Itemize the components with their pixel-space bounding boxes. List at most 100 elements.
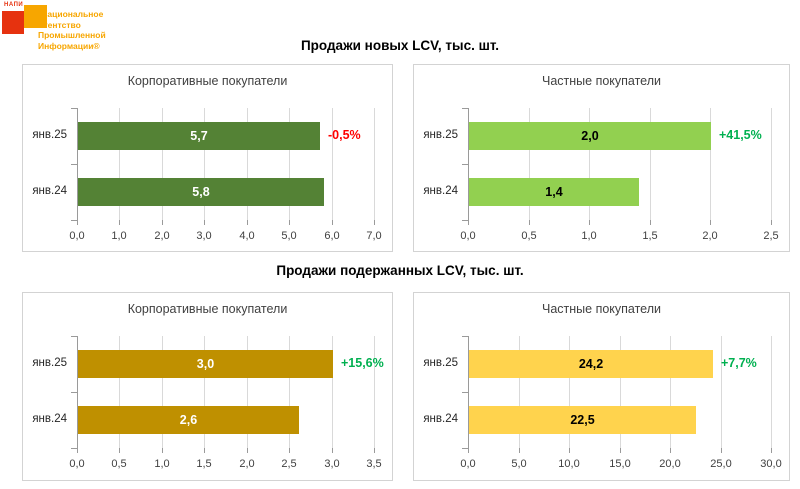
x-tick-label: 6,0 — [324, 230, 340, 242]
bar-value-label: 5,7 — [190, 129, 208, 143]
category-label: янв.24 — [423, 185, 458, 197]
category-label: янв.25 — [32, 357, 67, 369]
gridline — [247, 108, 248, 220]
x-axis-tick — [119, 220, 120, 225]
gridline — [650, 108, 651, 220]
chart-title: Частные покупатели — [542, 74, 661, 88]
chart-new-lcv-corporate: Корпоративные покупатели 0,0 1,0 2,0 3,0 4,0 5… — [22, 64, 393, 252]
y-axis-tick — [71, 108, 77, 109]
bar-янв.24: 22,5 — [469, 406, 696, 434]
bar-value-label: 2,6 — [179, 413, 198, 427]
x-axis-tick — [162, 448, 163, 453]
category-label: янв.24 — [32, 413, 67, 425]
x-tick-label: 1,5 — [642, 230, 658, 242]
x-tick-label: 3,5 — [366, 458, 382, 470]
x-axis-tick — [529, 220, 530, 225]
bar-янв.25: 2,0 — [469, 122, 711, 150]
gridline — [289, 336, 290, 448]
change-percent-label: +15,6% — [341, 356, 384, 370]
x-axis-tick — [332, 448, 333, 453]
x-tick-label: 0,5 — [521, 230, 537, 242]
bar-value-label: 2,0 — [581, 129, 599, 143]
category-label: янв.25 — [423, 129, 458, 141]
bar-value-label: 1,4 — [545, 185, 563, 199]
gridline — [670, 336, 671, 448]
x-axis-tick — [162, 220, 163, 225]
x-tick-label: 2,5 — [281, 458, 297, 470]
x-tick-label: 2,5 — [763, 230, 779, 242]
x-tick-label: 3,0 — [196, 230, 212, 242]
logo-line-2: Агентство — [38, 19, 81, 30]
gridline — [589, 108, 590, 220]
bar-value-label: 3,0 — [196, 357, 215, 371]
y-axis-tick — [462, 448, 468, 449]
x-axis-tick — [710, 220, 711, 225]
gridline — [529, 108, 530, 220]
y-axis-line — [77, 108, 78, 225]
x-tick-label: 5,0 — [281, 230, 297, 242]
x-axis-tick — [721, 448, 722, 453]
logo-line-4: Информации® — [38, 40, 100, 51]
napi-logo-red-square — [2, 11, 24, 34]
x-axis-tick — [289, 220, 290, 225]
x-axis-tick — [569, 448, 570, 453]
bar-янв.24: 5,8 — [78, 178, 324, 206]
chart-new-lcv-private: Частные покупатели 0,0 0,5 1,0 1,5 2,0 2,5 2,0 я… — [413, 64, 790, 252]
change-percent-label: -0,5% — [328, 128, 361, 142]
x-axis-tick — [289, 448, 290, 453]
gridline — [374, 108, 375, 220]
y-axis-line — [77, 336, 78, 453]
x-tick-label: 25,0 — [710, 458, 732, 470]
change-percent-label: +41,5% — [719, 128, 762, 142]
y-axis-tick — [71, 164, 77, 165]
y-axis-tick — [462, 336, 468, 337]
gridline — [721, 336, 722, 448]
bar-янв.24: 2,6 — [78, 406, 299, 434]
y-axis-line — [468, 336, 469, 453]
gridline — [519, 336, 520, 448]
logo-line-3: Промышленной — [38, 30, 106, 40]
x-tick-label: 0,5 — [111, 458, 127, 470]
napi-logo-text: Национальное Агентство Промышленной Инфо… — [38, 5, 106, 51]
x-tick-label: 2,0 — [239, 458, 255, 470]
x-tick-label: 4,0 — [239, 230, 255, 242]
x-tick-label: 3,0 — [324, 458, 340, 470]
x-tick-label: 10,0 — [558, 458, 580, 470]
x-tick-label: 1,0 — [111, 230, 127, 242]
y-axis-line — [468, 108, 469, 225]
gridline — [710, 108, 711, 220]
x-tick-label: 0,0 — [69, 230, 85, 242]
plot-area: 0,0 0,5 1,0 1,5 2,0 2,5 2,0 янв.25 +41,5% 1,4 янв.… — [423, 108, 779, 242]
x-tick-label: 15,0 — [609, 458, 631, 470]
x-axis-tick — [204, 220, 205, 225]
category-label: янв.25 — [32, 129, 67, 141]
x-axis-tick — [332, 220, 333, 225]
x-axis-tick — [670, 448, 671, 453]
gridline — [204, 336, 205, 448]
x-tick-label: 1,5 — [196, 458, 212, 470]
y-axis-tick — [71, 220, 77, 221]
x-axis-tick — [771, 448, 772, 453]
section-title-new-lcv: Продажи новых LCV, тыс. шт. — [300, 38, 500, 53]
gridline — [289, 108, 290, 220]
x-axis-tick — [519, 448, 520, 453]
x-axis-tick — [620, 448, 621, 453]
category-label: янв.24 — [32, 185, 67, 197]
napi-logo: НАПИ Национальное Агентство Промышленной… — [2, 2, 192, 54]
x-axis-tick — [247, 220, 248, 225]
category-label: янв.24 — [423, 413, 458, 425]
plot-area: 0,0 1,0 2,0 3,0 4,0 5,0 6,0 7,0 5,7 янв.25 -0,5% 5,… — [32, 108, 382, 242]
change-percent-label: +7,7% — [721, 356, 757, 370]
bar-янв.25: 24,2 — [469, 350, 713, 378]
x-tick-label: 1,0 — [581, 230, 597, 242]
y-axis-tick — [71, 392, 77, 393]
x-tick-label: 0,0 — [460, 230, 476, 242]
chart-title: Корпоративные покупатели — [127, 74, 288, 88]
x-tick-label: 0,0 — [69, 458, 85, 470]
gridline — [771, 336, 772, 448]
bar-янв.25: 3,0 — [78, 350, 333, 378]
gridline — [162, 108, 163, 220]
gridline — [119, 336, 120, 448]
x-tick-label: 2,0 — [702, 230, 718, 242]
